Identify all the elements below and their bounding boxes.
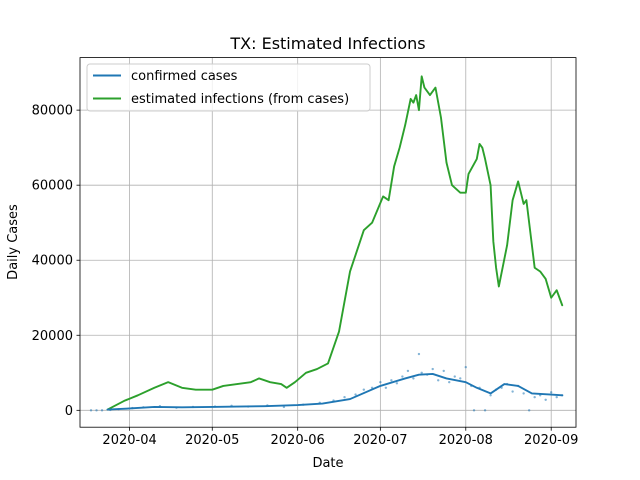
y-tick-label: 0 [65,404,73,419]
scatter-point [555,395,558,399]
scatter-point [89,409,93,412]
x-tick-label: 2020-04 [102,433,156,448]
scatter-point [472,409,476,412]
scatter-point [343,395,346,399]
scatter-point [489,394,492,397]
scatter-point [420,371,423,374]
x-tick-label: 2020-08 [439,433,493,448]
series-lines [106,75,564,411]
scatter-point [401,375,404,378]
scatter-point [390,379,393,382]
scatter-point [459,377,462,380]
scatter-point [95,409,98,412]
scatter-point [483,409,487,412]
scatter-point [511,390,514,393]
scatter-point [354,393,357,396]
legend: confirmed cases estimated infections (fr… [86,63,371,112]
scatter-point [550,391,553,394]
x-tick-label: 2020-05 [185,433,239,448]
scatter-point [100,409,104,412]
chart-title: TX: Estimated Infections [229,34,425,53]
scatter-point [527,409,531,412]
scatter-point [442,369,445,373]
scatter-point [395,382,399,385]
scatter-point [437,379,440,382]
x-tick-label: 2020-09 [524,433,578,448]
y-tick-label: 60000 [32,179,73,194]
legend-label-confirmed: confirmed cases [131,69,238,84]
y-tick-label: 20000 [32,329,73,344]
plot-frame [79,57,577,428]
scatter-point [412,377,415,380]
scatter-point [431,367,434,371]
scatter-point [384,386,388,390]
scatter-point [533,395,536,399]
y-tick-label: 40000 [32,254,73,269]
y-tick-label: 80000 [32,104,73,119]
y-axis-label: Daily Cases [6,204,21,280]
x-axis-label: Date [312,456,343,471]
legend-label-estimated: estimated infections (from cases) [131,92,349,107]
scatter-point [464,365,467,369]
x-tick-label: 2020-07 [353,433,407,448]
scatter-point [406,369,410,373]
scatter-point [544,398,547,402]
series-line-estimated [106,75,564,411]
scatter-point [522,392,525,395]
x-axis: 2020-04 2020-05 2020-06 2020-07 2020-08 2020-… [102,427,578,448]
scatter-point [448,380,451,384]
x-tick-label: 2020-06 [271,433,325,448]
scatter-point [417,352,421,356]
scatter-point [362,388,366,391]
scatter-point [379,380,382,384]
scatter-point [453,375,456,378]
legend-box [86,63,371,112]
series-line-confirmed [106,372,564,411]
y-axis: 0 20000 40000 60000 80000 [32,104,80,419]
